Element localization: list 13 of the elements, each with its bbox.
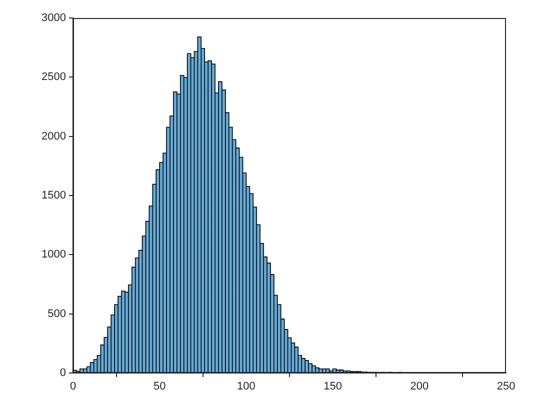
y-tick-label: 0 (60, 367, 66, 380)
x-tick-label: 0 (70, 380, 76, 393)
x-tick-label: 250 (496, 380, 516, 393)
x-tick-label: 100 (237, 380, 256, 393)
x-tick-label: 50 (153, 380, 166, 393)
y-tick-label: 3000 (42, 12, 66, 24)
y-tick-label: 1000 (42, 248, 66, 261)
y-tick-label: 500 (48, 308, 66, 320)
x-tick-label: 200 (410, 380, 429, 393)
x-tick-label: 150 (324, 380, 342, 393)
y-tick-label: 1500 (42, 190, 66, 202)
y-tick-label: 2500 (42, 71, 66, 84)
y-tick-label: 2000 (42, 130, 66, 142)
